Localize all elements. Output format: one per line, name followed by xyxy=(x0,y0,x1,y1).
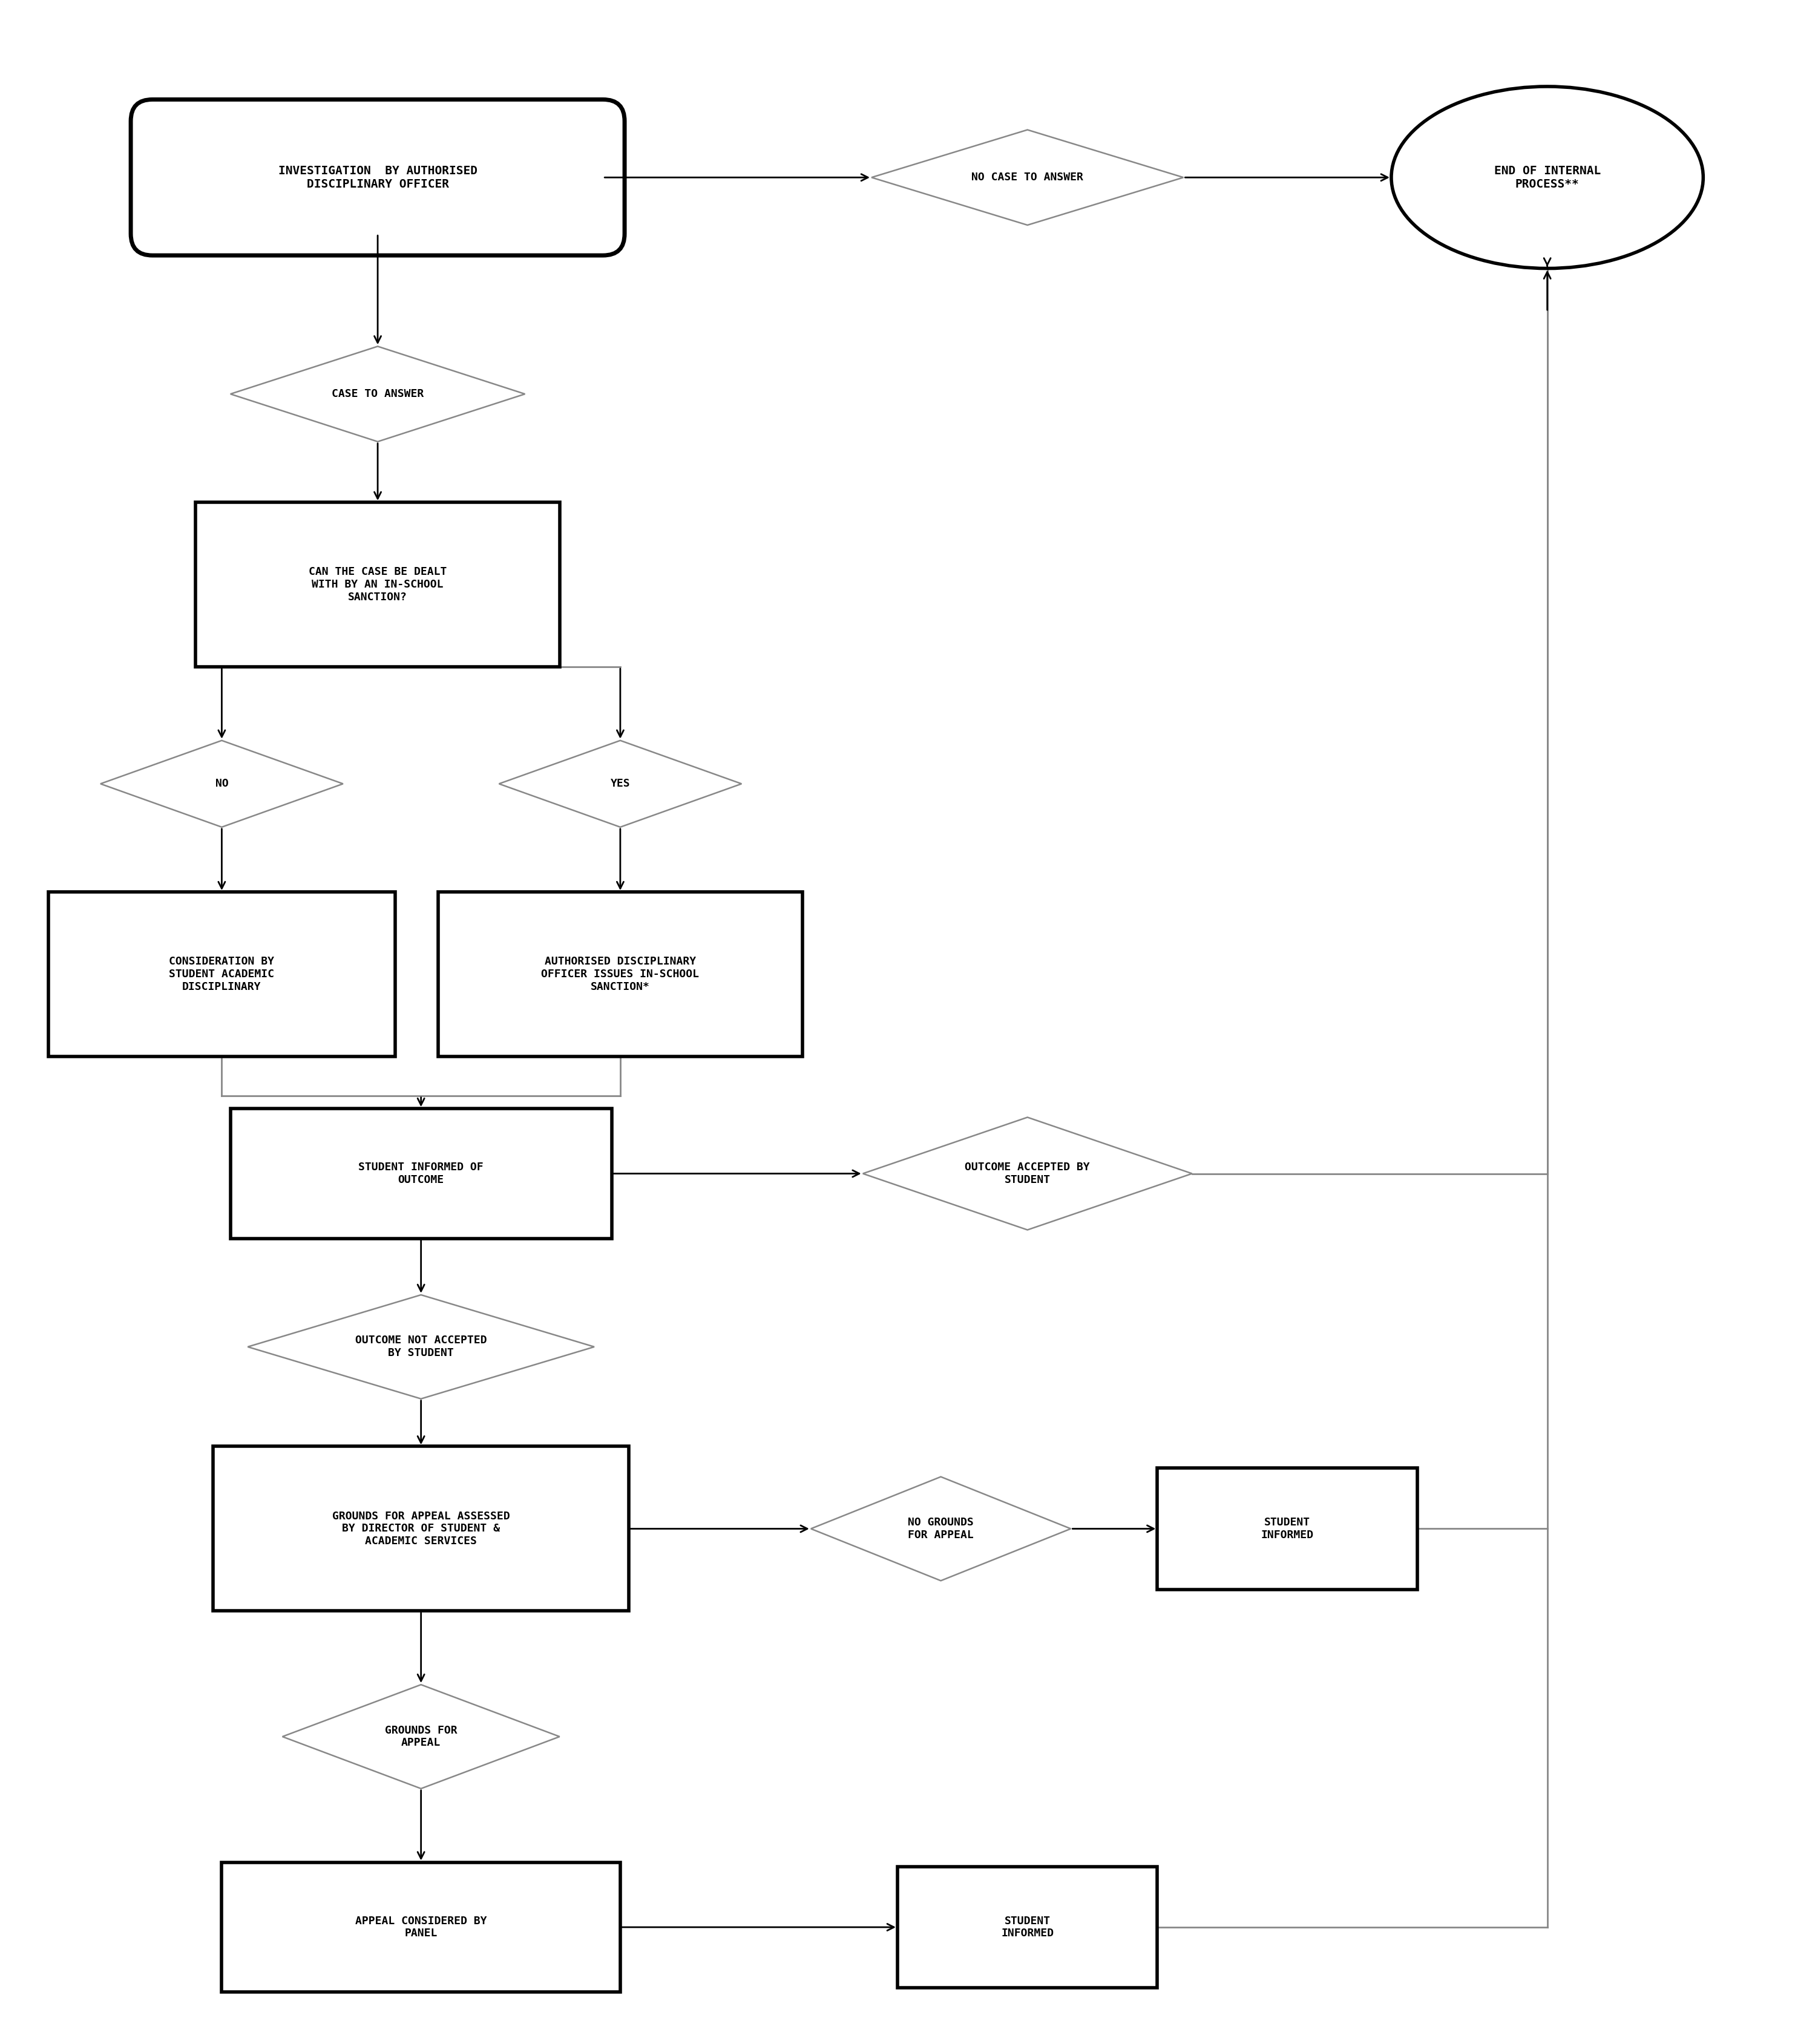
Text: AUTHORISED DISCIPLINARY
OFFICER ISSUES IN-SCHOOL
SANCTION*: AUTHORISED DISCIPLINARY OFFICER ISSUES I… xyxy=(542,957,700,993)
Polygon shape xyxy=(248,1294,594,1398)
Polygon shape xyxy=(230,345,524,442)
Polygon shape xyxy=(863,1118,1192,1230)
Bar xyxy=(898,1866,1158,1989)
Bar xyxy=(196,503,560,666)
Text: CASE TO ANSWER: CASE TO ANSWER xyxy=(332,388,424,399)
Polygon shape xyxy=(282,1684,560,1789)
FancyBboxPatch shape xyxy=(131,100,625,256)
Bar xyxy=(223,1862,621,1993)
Bar xyxy=(48,891,395,1057)
Polygon shape xyxy=(499,740,741,828)
Text: STUDENT
INFORMED: STUDENT INFORMED xyxy=(1262,1517,1314,1541)
Polygon shape xyxy=(872,131,1183,225)
Polygon shape xyxy=(101,740,343,828)
Text: OUTCOME NOT ACCEPTED
BY STUDENT: OUTCOME NOT ACCEPTED BY STUDENT xyxy=(355,1335,486,1359)
Text: NO CASE TO ANSWER: NO CASE TO ANSWER xyxy=(971,172,1084,182)
Text: INVESTIGATION  BY AUTHORISED
DISCIPLINARY OFFICER: INVESTIGATION BY AUTHORISED DISCIPLINARY… xyxy=(278,166,477,190)
Text: GROUNDS FOR
APPEAL: GROUNDS FOR APPEAL xyxy=(384,1725,458,1748)
Text: APPEAL CONSIDERED BY
PANEL: APPEAL CONSIDERED BY PANEL xyxy=(355,1915,486,1940)
Text: OUTCOME ACCEPTED BY
STUDENT: OUTCOME ACCEPTED BY STUDENT xyxy=(966,1161,1090,1186)
Text: STUDENT INFORMED OF
OUTCOME: STUDENT INFORMED OF OUTCOME xyxy=(359,1161,483,1186)
Text: CAN THE CASE BE DEALT
WITH BY AN IN-SCHOOL
SANCTION?: CAN THE CASE BE DEALT WITH BY AN IN-SCHO… xyxy=(309,566,447,603)
Ellipse shape xyxy=(1391,86,1703,268)
Text: YES: YES xyxy=(610,779,630,789)
Polygon shape xyxy=(811,1476,1072,1580)
Text: CONSIDERATION BY
STUDENT ACADEMIC
DISCIPLINARY: CONSIDERATION BY STUDENT ACADEMIC DISCIP… xyxy=(169,957,275,993)
Text: STUDENT
INFORMED: STUDENT INFORMED xyxy=(1002,1915,1054,1940)
Text: NO GROUNDS
FOR APPEAL: NO GROUNDS FOR APPEAL xyxy=(908,1517,973,1541)
Bar xyxy=(214,1447,628,1611)
Text: NO: NO xyxy=(215,779,228,789)
Bar xyxy=(1158,1468,1418,1590)
Bar xyxy=(438,891,802,1057)
Text: GROUNDS FOR APPEAL ASSESSED
BY DIRECTOR OF STUDENT &
ACADEMIC SERVICES: GROUNDS FOR APPEAL ASSESSED BY DIRECTOR … xyxy=(332,1511,510,1547)
Bar xyxy=(230,1108,612,1239)
Text: END OF INTERNAL
PROCESS**: END OF INTERNAL PROCESS** xyxy=(1493,166,1601,190)
